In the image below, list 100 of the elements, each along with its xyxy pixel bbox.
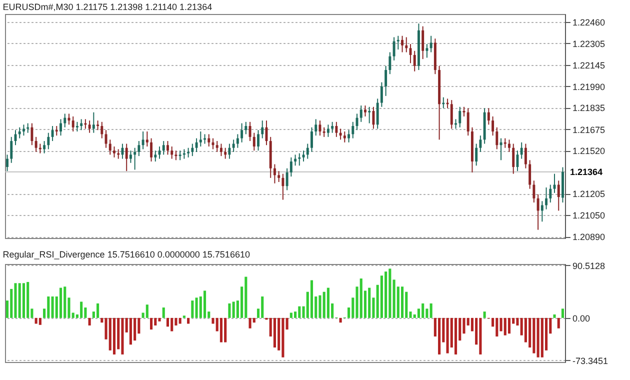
candlestick bbox=[134, 147, 136, 170]
candlestick bbox=[265, 120, 268, 146]
candlestick bbox=[232, 139, 235, 152]
candlestick bbox=[51, 126, 54, 142]
candlestick bbox=[492, 116, 494, 136]
bar bbox=[360, 278, 362, 318]
candlestick bbox=[401, 35, 404, 53]
candlestick bbox=[6, 154, 8, 172]
candlestick bbox=[216, 140, 218, 152]
candlestick bbox=[372, 106, 375, 130]
candlestick bbox=[146, 130, 148, 147]
bar bbox=[532, 318, 536, 354]
candlestick bbox=[34, 136, 38, 152]
candlestick bbox=[322, 126, 326, 138]
candlestick bbox=[508, 139, 510, 152]
candlestick bbox=[113, 146, 116, 158]
candlestick bbox=[47, 132, 50, 150]
candlestick bbox=[466, 108, 470, 136]
bar bbox=[38, 318, 42, 325]
bar bbox=[479, 318, 482, 354]
bar bbox=[154, 318, 157, 326]
bar bbox=[80, 302, 83, 318]
y-tick-label: 1.21835 bbox=[572, 103, 606, 114]
bar bbox=[228, 303, 231, 318]
candlestick bbox=[528, 160, 532, 190]
candlestick bbox=[512, 143, 515, 174]
bar bbox=[446, 318, 449, 354]
bar bbox=[134, 318, 136, 341]
candlestick bbox=[178, 150, 182, 161]
bar bbox=[430, 303, 432, 318]
candlestick bbox=[92, 112, 95, 134]
candlestick bbox=[520, 142, 523, 160]
candlestick bbox=[405, 36, 408, 53]
candlestick bbox=[60, 118, 62, 136]
candlestick bbox=[166, 140, 169, 156]
candlestick bbox=[142, 130, 144, 150]
candlestick bbox=[549, 184, 552, 203]
bar bbox=[224, 318, 227, 342]
y-tick-label: 1.22145 bbox=[572, 60, 606, 71]
candlestick bbox=[282, 173, 284, 200]
bar bbox=[121, 318, 124, 354]
ref-line-label: 1.21364 bbox=[570, 166, 603, 177]
bar bbox=[96, 303, 100, 318]
candlestick bbox=[22, 124, 25, 136]
candlestick bbox=[388, 52, 392, 75]
candlestick bbox=[326, 124, 330, 138]
bar bbox=[22, 283, 25, 318]
candlestick bbox=[43, 140, 46, 154]
candlestick bbox=[96, 120, 100, 131]
candlestick bbox=[108, 139, 112, 156]
candlestick bbox=[162, 140, 165, 156]
bar bbox=[400, 286, 404, 318]
bar bbox=[162, 307, 165, 318]
candlestick bbox=[479, 135, 482, 152]
bar bbox=[108, 318, 112, 350]
candlestick bbox=[298, 152, 301, 166]
candlestick bbox=[348, 130, 350, 143]
candlestick bbox=[170, 146, 174, 160]
candlestick bbox=[273, 164, 276, 184]
candlestick bbox=[426, 44, 428, 58]
bar bbox=[59, 288, 62, 318]
candlestick bbox=[462, 106, 466, 117]
candlestick bbox=[199, 130, 202, 147]
candlestick bbox=[191, 143, 194, 157]
candlestick bbox=[76, 121, 78, 132]
bar bbox=[422, 303, 424, 318]
candlestick bbox=[318, 120, 322, 136]
bar bbox=[34, 318, 38, 324]
bar bbox=[368, 288, 371, 318]
bar bbox=[18, 283, 21, 318]
bar bbox=[232, 302, 235, 318]
candlestick bbox=[368, 106, 371, 124]
candlestick bbox=[68, 113, 70, 126]
y-tick-label: 1.21990 bbox=[572, 82, 606, 92]
bar bbox=[318, 295, 322, 318]
candlestick bbox=[360, 105, 362, 122]
bar bbox=[339, 318, 342, 323]
bar bbox=[454, 318, 458, 354]
candlestick bbox=[343, 130, 346, 143]
bar bbox=[540, 318, 544, 358]
candlestick bbox=[306, 143, 309, 160]
y-tick-label: 1.21205 bbox=[572, 189, 606, 200]
bar bbox=[483, 312, 486, 318]
y-tick-label: 0.00 bbox=[572, 313, 590, 324]
bar bbox=[553, 314, 556, 318]
bar bbox=[380, 276, 383, 318]
candlestick bbox=[335, 121, 338, 138]
y-tick-label: -73.3451 bbox=[572, 356, 608, 366]
bar bbox=[557, 318, 560, 328]
bar bbox=[88, 318, 91, 326]
y-tick-label: 1.22305 bbox=[572, 38, 606, 49]
bar bbox=[170, 318, 174, 332]
candlestick bbox=[545, 186, 548, 210]
candlestick bbox=[496, 126, 498, 150]
bar bbox=[248, 318, 252, 328]
candlestick bbox=[384, 65, 388, 96]
bar bbox=[187, 318, 190, 324]
candlestick bbox=[187, 147, 190, 158]
candlestick bbox=[376, 98, 379, 130]
candlestick bbox=[422, 26, 424, 60]
